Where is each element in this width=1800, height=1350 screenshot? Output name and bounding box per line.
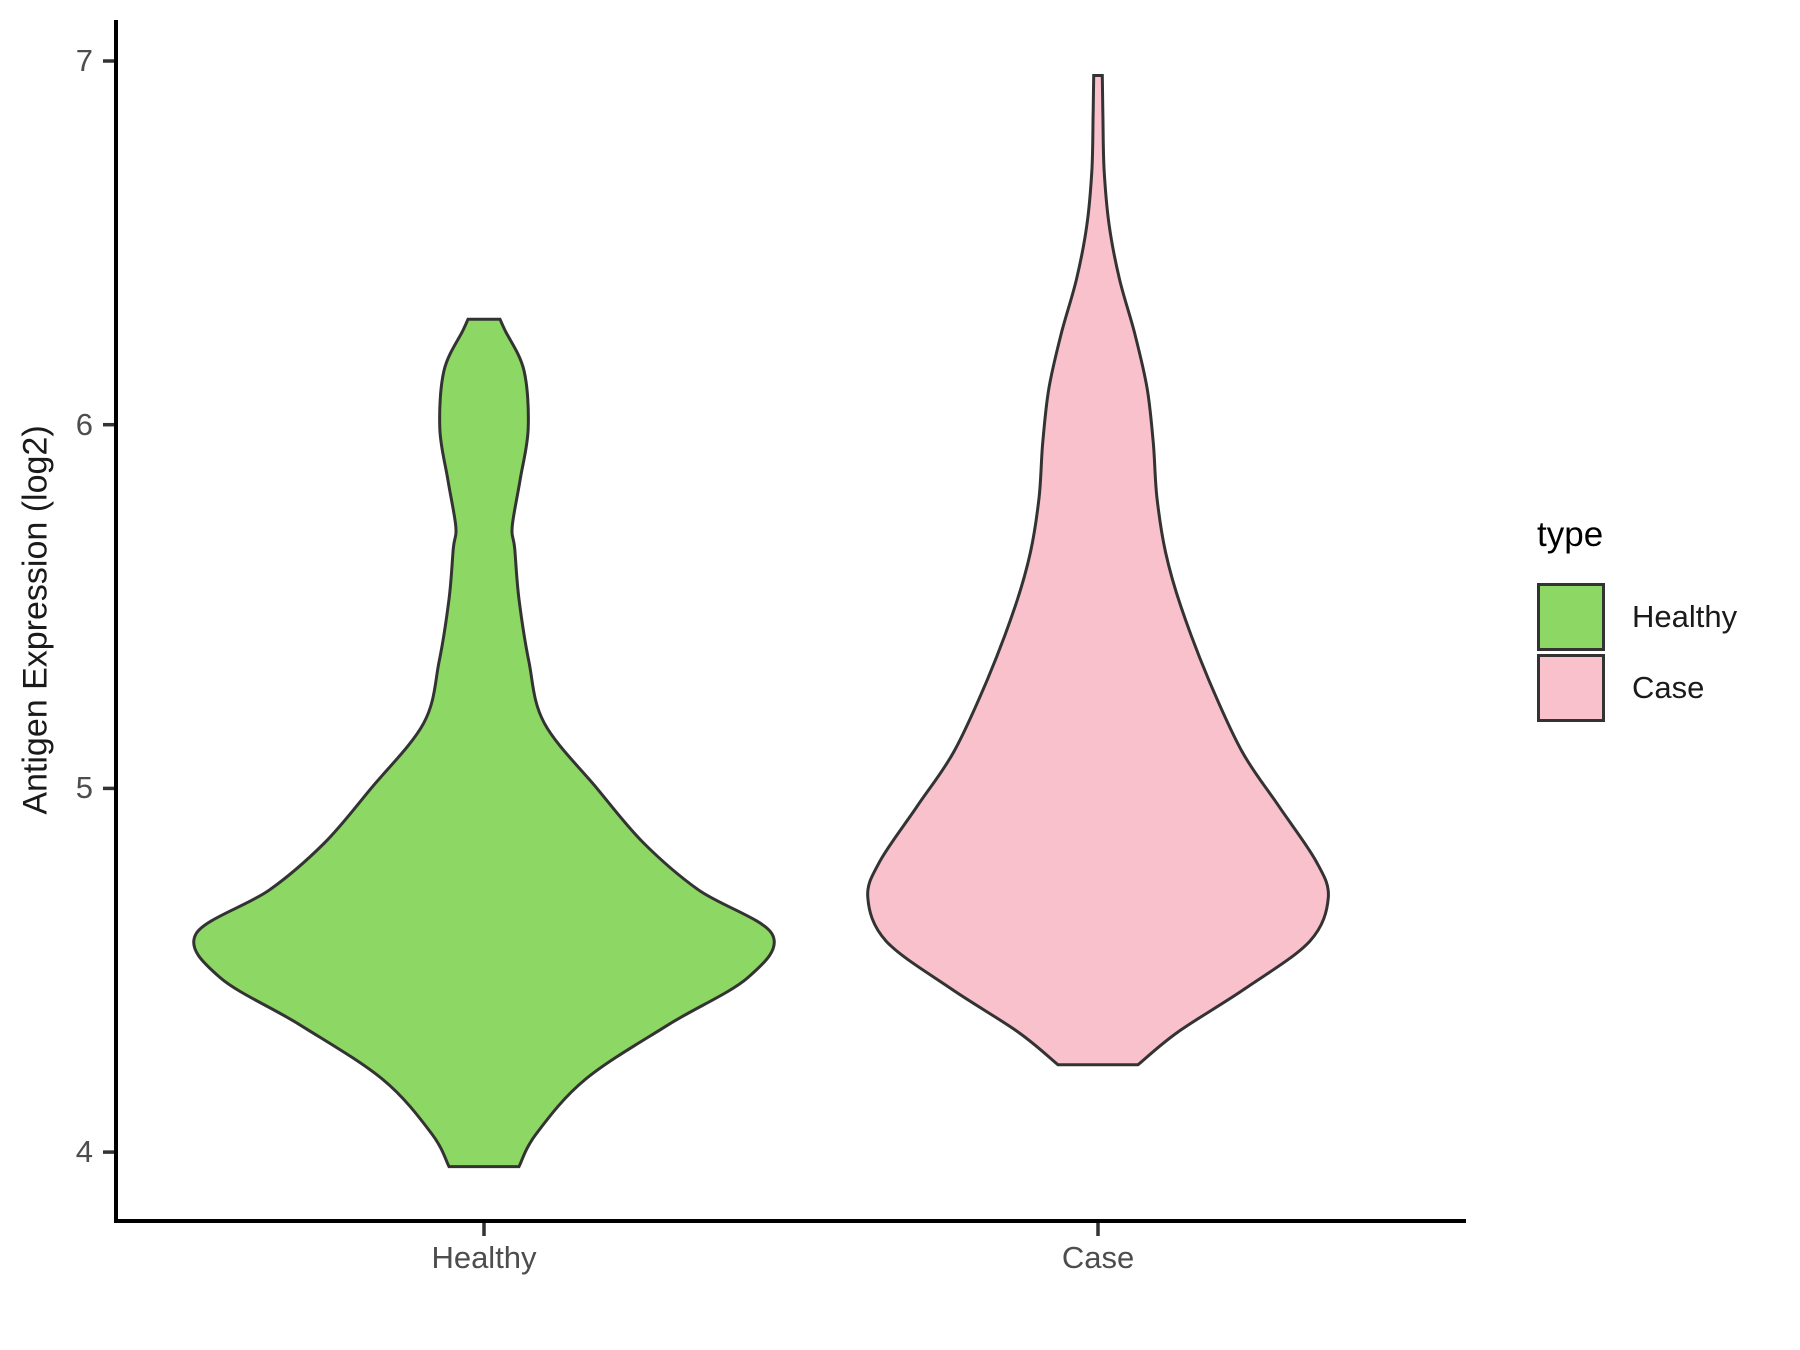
violin-healthy <box>192 317 776 1169</box>
x-tick-label-case: Case <box>1061 1240 1135 1275</box>
y-tick-label-6: 6 <box>75 406 93 442</box>
legend-title: type <box>1537 515 1604 554</box>
legend-item-healthy: Healthy <box>1537 583 1737 651</box>
y-tick-label-7: 7 <box>75 43 93 78</box>
legend-label-healthy: Healthy <box>1632 599 1738 634</box>
y-tick-label-4: 4 <box>75 1134 93 1170</box>
y-axis-title: Antigen Expression (log2) <box>16 425 55 815</box>
y-tick-label-5: 5 <box>75 770 93 806</box>
legend-label-case: Case <box>1632 670 1705 705</box>
violin-case <box>866 74 1330 1067</box>
legend-item-case: Case <box>1537 654 1704 722</box>
legend-key-healthy <box>1537 583 1605 651</box>
legend-key-case <box>1537 654 1605 722</box>
x-tick-label-healthy: Healthy <box>431 1240 537 1275</box>
